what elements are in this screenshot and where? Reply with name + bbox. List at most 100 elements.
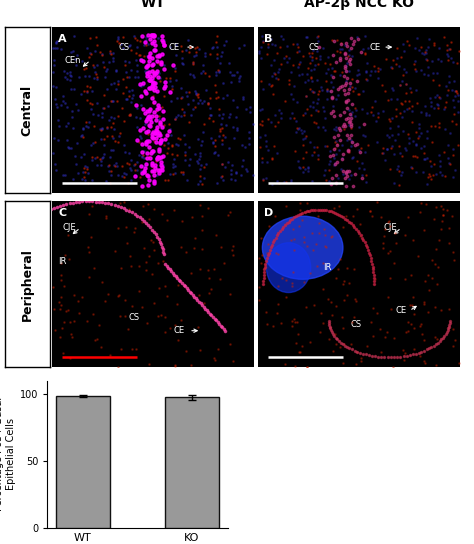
Point (358, 159, 365, 168)
Point (294, 156, 302, 165)
Point (340, 323, 347, 332)
Point (235, 76, 242, 85)
Point (303, 33, 310, 41)
Point (81, 176, 89, 184)
Point (239, 156, 247, 164)
Point (323, 95, 331, 103)
Point (261, 262, 269, 271)
Point (322, 68, 330, 77)
Point (443, 328, 450, 337)
Point (136, 114, 144, 122)
Point (428, 97, 435, 106)
Point (323, 84, 331, 93)
Point (118, 172, 126, 181)
Point (432, 244, 440, 253)
Point (339, 222, 347, 231)
Point (172, 272, 179, 281)
Point (293, 39, 301, 48)
Point (342, 77, 350, 85)
Point (270, 236, 278, 244)
Point (402, 146, 410, 154)
Point (348, 138, 356, 147)
Point (287, 216, 294, 225)
Point (189, 70, 197, 79)
Point (142, 266, 150, 275)
Point (138, 32, 146, 41)
Point (343, 66, 350, 75)
Point (148, 225, 156, 234)
Point (151, 166, 158, 175)
Point (178, 168, 185, 176)
Point (174, 335, 182, 344)
Point (104, 102, 112, 110)
Point (157, 158, 165, 166)
Point (402, 80, 410, 89)
Point (273, 149, 281, 158)
Point (276, 43, 283, 52)
Point (371, 352, 379, 361)
Point (269, 90, 277, 98)
Point (405, 41, 413, 50)
Point (422, 49, 430, 58)
Point (151, 69, 159, 77)
Point (145, 113, 152, 121)
Point (144, 60, 152, 69)
Point (370, 280, 378, 288)
Point (264, 251, 272, 259)
Point (330, 125, 337, 134)
Point (327, 324, 334, 333)
Point (348, 100, 356, 109)
Point (343, 136, 351, 145)
Point (363, 76, 371, 84)
Point (364, 245, 372, 254)
Point (420, 299, 428, 308)
Point (61, 317, 68, 326)
Point (370, 274, 378, 283)
Point (449, 151, 457, 159)
Point (374, 112, 382, 121)
Point (410, 323, 418, 332)
Point (146, 360, 153, 368)
Point (81, 71, 89, 80)
Point (229, 96, 237, 104)
Point (327, 87, 335, 96)
Point (145, 83, 152, 92)
Point (74, 296, 82, 305)
Point (401, 144, 409, 153)
Point (177, 277, 184, 286)
Point (160, 84, 168, 92)
Point (60, 200, 67, 209)
Point (356, 122, 363, 131)
Point (219, 124, 226, 133)
Point (117, 203, 124, 212)
Point (99, 153, 106, 162)
Point (140, 123, 147, 132)
Point (342, 167, 350, 176)
Point (162, 73, 169, 82)
Point (162, 78, 169, 87)
Point (330, 66, 338, 75)
Point (158, 138, 165, 147)
Point (115, 292, 122, 300)
Point (148, 94, 155, 102)
Point (327, 157, 334, 165)
Point (307, 59, 314, 67)
Point (261, 260, 269, 269)
Point (353, 70, 361, 79)
Point (315, 86, 323, 95)
Point (220, 41, 228, 50)
Point (178, 58, 185, 67)
Point (318, 83, 325, 92)
Point (126, 251, 134, 260)
Point (336, 47, 344, 56)
Point (268, 81, 275, 89)
Point (338, 81, 346, 90)
Point (114, 112, 122, 120)
Point (264, 240, 271, 249)
Point (381, 353, 388, 361)
Point (332, 301, 340, 310)
Point (280, 53, 287, 62)
Point (397, 98, 405, 107)
Point (148, 39, 156, 47)
Point (347, 136, 355, 145)
